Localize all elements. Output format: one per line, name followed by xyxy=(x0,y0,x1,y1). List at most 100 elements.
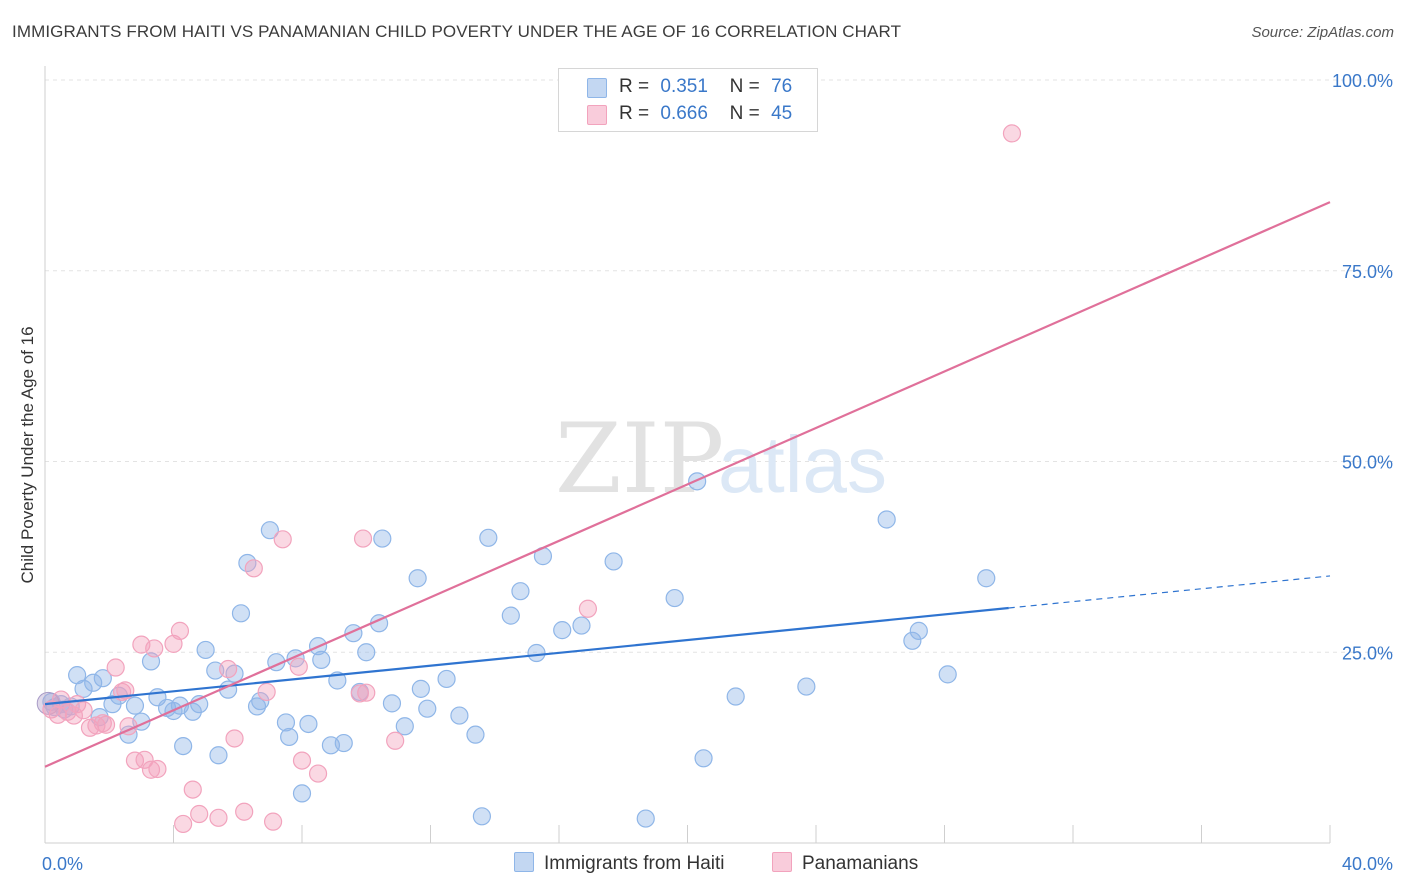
haiti-point xyxy=(174,736,193,756)
panama-point xyxy=(292,751,312,770)
haiti-point xyxy=(408,569,427,588)
haiti-point xyxy=(280,727,299,747)
panama-point xyxy=(145,639,164,658)
panama-point xyxy=(125,751,145,770)
haiti-point xyxy=(251,691,270,711)
series-panama-points xyxy=(42,124,1022,834)
haiti-point xyxy=(312,650,331,669)
panama-point xyxy=(209,808,228,827)
y-axis-label: Child Poverty Under the Age of 16 xyxy=(18,326,37,584)
y-tick-label: 25.0% xyxy=(1342,643,1393,663)
haiti-point xyxy=(909,621,928,640)
panama-point xyxy=(170,621,190,640)
x-tick-label-min: 0.0% xyxy=(42,854,83,874)
bottom-legend-label-panama: Panamanians xyxy=(802,853,919,874)
haiti-point xyxy=(247,697,267,716)
y-tick-label: 100.0% xyxy=(1332,71,1393,91)
haiti-point xyxy=(726,687,745,706)
legend-r-value-haiti: 0.351 xyxy=(660,76,708,97)
haiti-point xyxy=(125,696,145,715)
haiti-point xyxy=(450,706,469,725)
haiti-point xyxy=(84,673,103,692)
haiti-point xyxy=(527,643,546,663)
legend-swatch-panama xyxy=(587,105,607,125)
source-label: Source: ZipAtlas.com xyxy=(1251,24,1394,41)
legend-n-value-panama: 45 xyxy=(771,103,793,124)
bottom-legend-swatch-haiti xyxy=(514,852,534,872)
bottom-legend-label-haiti: Immigrants from Haiti xyxy=(544,853,725,874)
haiti-point xyxy=(395,717,414,736)
panama-point xyxy=(219,659,238,679)
legend-n-value-haiti: 76 xyxy=(771,76,793,97)
chart-title: IMMIGRANTS FROM HAITI VS PANAMANIAN CHIL… xyxy=(12,22,902,41)
panama-point xyxy=(235,802,254,821)
haiti-point xyxy=(418,699,437,718)
legend-r-label: R = xyxy=(619,103,650,124)
panama-point xyxy=(225,729,244,748)
y-tick-label: 75.0% xyxy=(1342,262,1393,282)
trend-line-haiti xyxy=(44,606,1009,706)
haiti-point xyxy=(977,569,996,588)
panama-point xyxy=(96,715,116,734)
panama-point xyxy=(135,750,154,769)
haiti-point xyxy=(74,679,93,698)
bottom-legend-haiti: Immigrants from Haiti xyxy=(514,852,725,875)
haiti-point xyxy=(553,621,572,640)
panama-point xyxy=(289,657,308,676)
legend: R = 0.351 N = 76 R = 0.666 N = 45 xyxy=(558,68,818,132)
tick-labels: 25.0% 50.0% 75.0% 100.0% 0.0% 40.0% xyxy=(42,71,1393,874)
haiti-point xyxy=(903,631,922,650)
haiti-point xyxy=(93,669,112,688)
bottom-legend-panama: Panamanians xyxy=(772,852,918,875)
panama-point xyxy=(106,658,125,677)
panama-point xyxy=(148,759,167,779)
haiti-point xyxy=(466,725,485,744)
panama-point xyxy=(263,812,283,831)
bottom-legend-swatch-panama xyxy=(772,852,792,872)
haiti-point xyxy=(877,510,896,529)
haiti-point xyxy=(437,669,456,689)
haiti-point xyxy=(209,746,228,765)
haiti-point xyxy=(604,552,623,571)
haiti-point xyxy=(292,784,312,803)
legend-r-label: R = xyxy=(619,76,650,97)
y-tick-label: 50.0% xyxy=(1342,453,1393,473)
legend-n-label: N = xyxy=(729,76,760,97)
panama-point xyxy=(1002,124,1022,143)
panama-point xyxy=(141,760,161,779)
haiti-point xyxy=(231,604,251,623)
haiti-point xyxy=(276,713,296,732)
watermark-zip: ZIP xyxy=(555,403,724,515)
haiti-point xyxy=(636,809,655,828)
trend-lines xyxy=(44,201,1331,768)
legend-r-value-panama: 0.666 xyxy=(660,103,708,124)
haiti-point xyxy=(357,643,376,662)
haiti-point xyxy=(260,521,279,540)
haiti-point xyxy=(411,679,430,698)
haiti-point xyxy=(665,588,684,608)
panama-point xyxy=(357,683,376,702)
haiti-point xyxy=(479,528,498,547)
panama-point xyxy=(183,780,202,799)
legend-swatch-haiti xyxy=(587,78,607,98)
haiti-point xyxy=(472,807,491,826)
grid-lines xyxy=(45,79,1393,653)
haiti-point xyxy=(373,529,392,548)
haiti-point xyxy=(501,606,520,625)
haiti-point xyxy=(334,733,353,753)
panama-point xyxy=(64,706,84,725)
haiti-point xyxy=(572,616,591,635)
haiti-point xyxy=(797,677,816,696)
panama-point xyxy=(350,684,369,703)
panama-point xyxy=(386,731,405,750)
legend-n-label: N = xyxy=(729,103,760,124)
haiti-point xyxy=(183,702,202,721)
haiti-point xyxy=(196,640,215,660)
panama-point xyxy=(74,701,93,720)
panama-point xyxy=(273,530,292,549)
panama-point xyxy=(257,682,276,702)
haiti-point xyxy=(938,665,957,684)
trend-line-panama xyxy=(44,201,1331,768)
panama-point xyxy=(190,804,209,824)
